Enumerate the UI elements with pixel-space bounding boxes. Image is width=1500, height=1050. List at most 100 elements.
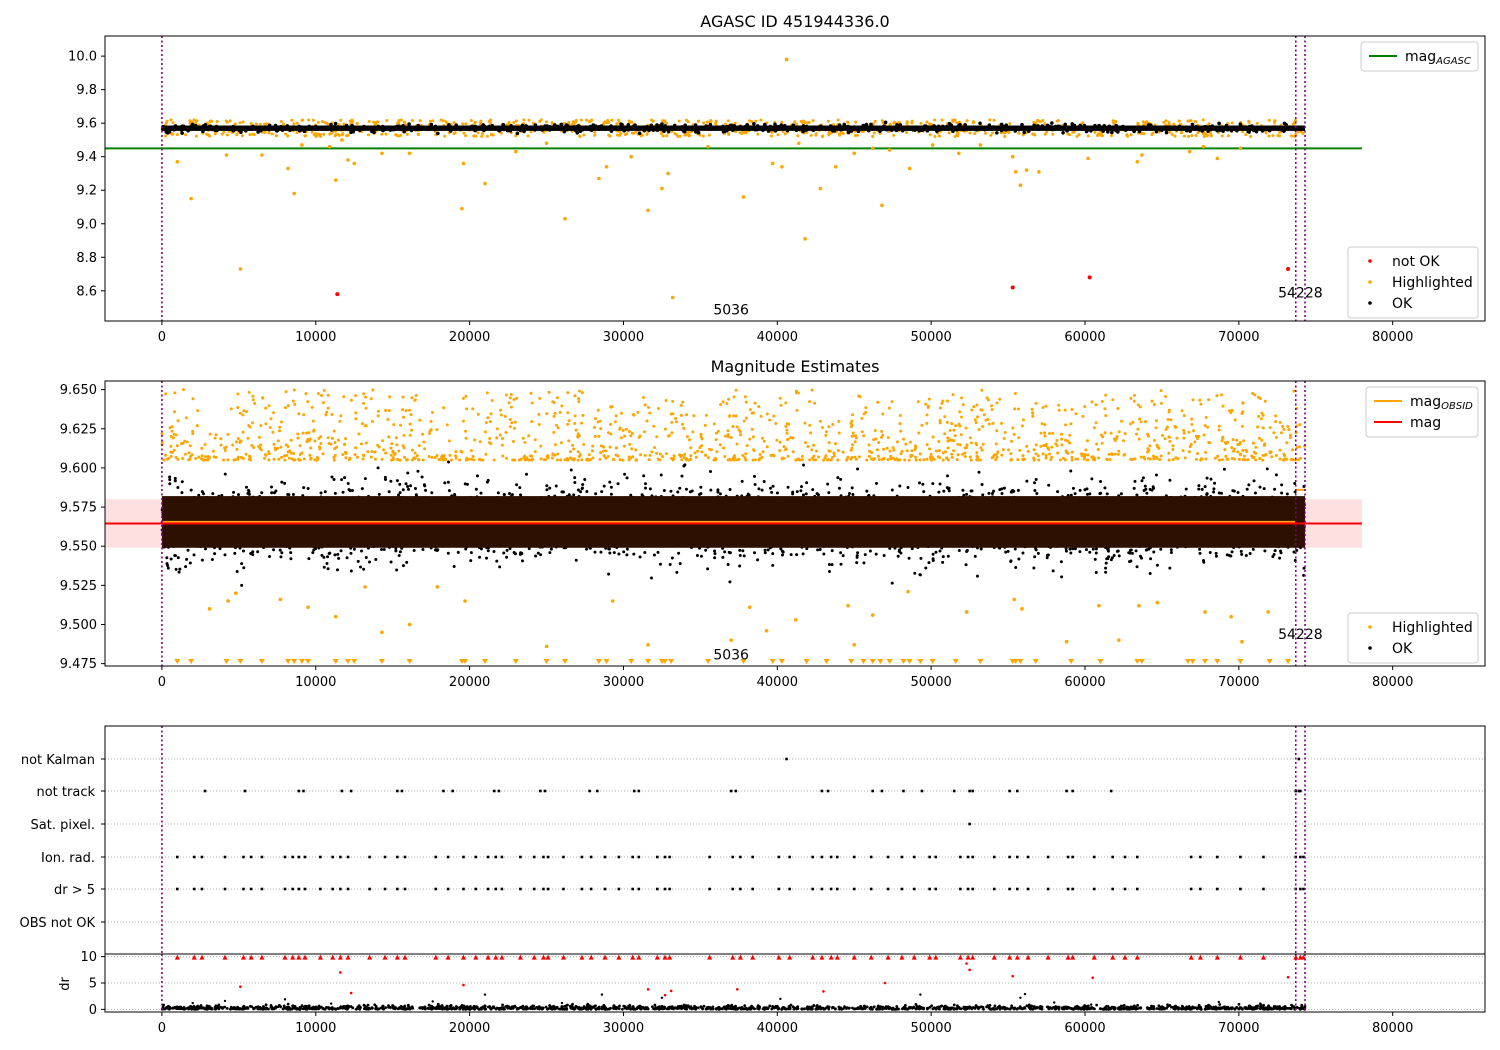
highlighted-point [365, 441, 369, 445]
highlighted-point [1260, 411, 1264, 415]
ok-point [883, 120, 888, 125]
highlighted-point [464, 429, 468, 433]
ok-point [713, 552, 717, 556]
highlighted-point [700, 444, 704, 448]
highlighted-point [808, 458, 812, 462]
highlighted-point [1036, 454, 1040, 458]
ok-point [478, 555, 482, 559]
highlighted-point [587, 453, 591, 457]
highlighted-point [194, 457, 198, 461]
legend-label: Highlighted [1392, 275, 1473, 291]
ok-point [1033, 488, 1037, 492]
highlighted-point [693, 451, 697, 455]
highlighted-point [1133, 457, 1137, 461]
highlighted-point [1045, 130, 1049, 134]
highlighted-point [479, 119, 483, 123]
highlighted-point [820, 426, 824, 430]
highlighted-point [1074, 412, 1078, 416]
highlighted-point [376, 414, 380, 418]
highlighted-point [731, 458, 735, 462]
highlighted-point [987, 398, 991, 402]
highlighted-point [686, 120, 690, 124]
highlighted-point [508, 396, 512, 400]
ok-point [1204, 125, 1209, 129]
highlighted-point [891, 446, 895, 450]
highlighted-point [812, 443, 816, 447]
highlighted-point [619, 436, 623, 440]
highlighted-point [808, 423, 812, 427]
highlighted-point [1025, 444, 1029, 448]
highlighted-point [449, 458, 453, 462]
highlighted-point [251, 421, 255, 425]
highlighted-point [172, 410, 176, 414]
highlighted-point [1108, 457, 1112, 461]
ok-point [389, 479, 393, 483]
ok-point [896, 554, 900, 558]
highlighted-point [846, 121, 850, 125]
highlighted-point [926, 405, 930, 409]
highlighted-point [928, 455, 932, 459]
highlighted-point [307, 431, 311, 435]
ok-point [935, 129, 939, 134]
highlighted-point [582, 443, 586, 447]
highlighted-point [512, 397, 516, 401]
highlighted-point [342, 395, 346, 399]
highlighted-point [307, 118, 311, 122]
ok-point [574, 558, 578, 562]
ok-point [684, 487, 688, 491]
highlighted-point [994, 458, 998, 462]
highlighted-point [200, 454, 204, 458]
ok-point [1103, 486, 1107, 490]
ok-point [784, 126, 788, 130]
ok-point [1042, 126, 1046, 130]
highlighted-point [940, 118, 944, 122]
ok-point [644, 486, 648, 490]
highlighted-point [706, 456, 710, 460]
ok-point [389, 560, 393, 564]
highlighted-point [1104, 393, 1108, 397]
highlighted-point [975, 403, 979, 407]
ok-point [718, 492, 722, 496]
highlighted-point [1167, 410, 1171, 414]
highlighted-point [1229, 411, 1233, 415]
highlighted-point [1008, 122, 1012, 126]
highlighted-point [1251, 441, 1255, 445]
highlighted-point [382, 448, 386, 452]
ok-point [333, 121, 338, 126]
ok-point [387, 490, 391, 494]
ok-point [573, 128, 578, 133]
highlighted-point [941, 458, 945, 462]
ok-point [1163, 125, 1168, 129]
highlighted-point [241, 456, 245, 460]
highlighted-point [407, 408, 411, 412]
highlighted-point [727, 397, 731, 401]
highlighted-point [995, 452, 999, 456]
ok-point [771, 563, 775, 567]
ok-point [1134, 126, 1138, 131]
highlighted-point [1061, 456, 1065, 460]
highlighted-point [1168, 439, 1172, 443]
highlighted-point [472, 458, 476, 462]
ok-point [818, 126, 822, 130]
ok-point [1069, 551, 1073, 555]
highlighted-point [1213, 456, 1217, 460]
highlighted-point [976, 458, 980, 462]
highlighted-point [741, 453, 745, 457]
highlighted-point [1046, 446, 1050, 450]
ok-point [1233, 127, 1238, 132]
highlighted-point [593, 133, 597, 137]
highlighted-point [898, 422, 902, 426]
highlighted-point [664, 452, 668, 456]
highlighted-point [1295, 445, 1299, 449]
highlighted-point [1098, 133, 1102, 137]
highlighted-point [776, 133, 780, 137]
highlighted-point [1063, 458, 1067, 462]
highlighted-point [391, 450, 395, 454]
ok-point [1110, 130, 1114, 135]
highlighted-point [1071, 130, 1075, 134]
highlighted-outlier [646, 208, 650, 213]
highlighted-point [882, 447, 886, 451]
highlighted-point [376, 409, 380, 413]
highlighted-point [263, 452, 267, 456]
